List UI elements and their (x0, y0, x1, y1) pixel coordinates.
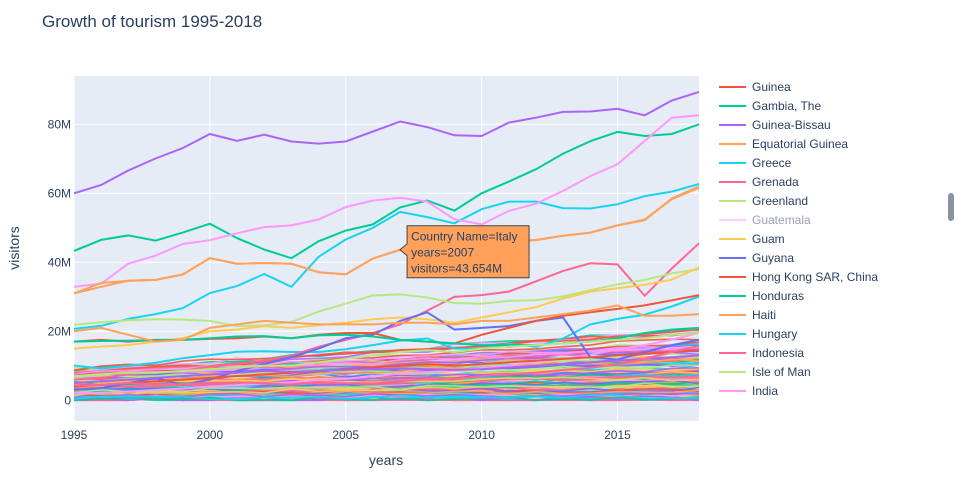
legend-item[interactable]: Greece (719, 156, 792, 170)
series-line-guinea-bissau[interactable] (73, 90, 700, 195)
legend-item[interactable]: Honduras (719, 289, 804, 303)
legend-label: Indonesia (752, 346, 804, 360)
legend-label: Guinea (752, 80, 791, 94)
legend-item[interactable]: India (719, 384, 778, 398)
legend-item[interactable]: Hong Kong SAR, China (719, 270, 878, 284)
legend-label: Hungary (752, 327, 797, 341)
legend-label: Greece (752, 156, 792, 170)
series-line-guam[interactable] (73, 266, 700, 350)
background-series-line (73, 338, 700, 376)
tooltip-box (399, 225, 530, 279)
legend-label: Guam (752, 232, 785, 246)
legend-label: Hong Kong SAR, China (752, 270, 878, 284)
hover-tooltip: Country Name=Italy years=2007 visitors=43.… (399, 225, 530, 279)
legend-item[interactable]: Guinea-Bissau (719, 118, 831, 132)
background-series-line (73, 389, 700, 397)
background-series-line (73, 396, 700, 402)
chart-title: Growth of tourism 1995-2018 (42, 12, 262, 31)
series-line-hungary[interactable] (73, 183, 700, 330)
legend-label: Equatorial Guinea (752, 137, 848, 151)
series-line-greece[interactable] (73, 295, 700, 370)
x-tick-label: 2000 (197, 428, 224, 442)
tooltip-line: Country Name=Italy (411, 230, 517, 244)
series-line-india[interactable] (73, 114, 700, 288)
y-tick-label: 60M (48, 186, 71, 200)
legend-label: Grenada (752, 175, 799, 189)
y-axis-ticks: 0 20M 40M 60M 80M (48, 117, 72, 407)
series-line-gambia-the[interactable] (73, 123, 700, 260)
x-axis-title: years (369, 452, 403, 468)
legend-item[interactable]: Grenada (719, 175, 799, 189)
legend-label: Guyana (752, 251, 794, 265)
legend-label: Isle of Man (752, 365, 811, 379)
x-tick-label: 2010 (468, 428, 495, 442)
series-line-italy[interactable] (73, 186, 700, 295)
x-tick-label: 1995 (61, 428, 88, 442)
background-series-line (73, 331, 700, 374)
tooltip-line: years=2007 (411, 246, 474, 260)
legend-item[interactable]: Indonesia (719, 346, 804, 360)
legend-item[interactable]: Greenland (719, 194, 808, 208)
legend-item[interactable]: Guyana (719, 251, 794, 265)
legend-item[interactable]: Guatemala (719, 213, 811, 227)
y-tick-label: 0 (64, 393, 71, 407)
tooltip-line: visitors=43.654M (411, 262, 502, 276)
legend-item[interactable]: Guam (719, 232, 785, 246)
x-tick-label: 2015 (604, 428, 631, 442)
series-line-croatia[interactable] (73, 354, 700, 385)
series-lines (73, 90, 700, 395)
legend-label: Guatemala (752, 213, 811, 227)
legend-item[interactable]: Hungary (719, 327, 797, 341)
legend-label: Guinea-Bissau (752, 118, 831, 132)
background-series-line (73, 394, 700, 401)
series-line-guinea[interactable] (73, 349, 700, 388)
legend-label: India (752, 384, 778, 398)
legend-label: Haiti (752, 308, 776, 322)
legend-item[interactable]: Isle of Man (719, 365, 811, 379)
y-axis-title: visitors (6, 226, 22, 270)
legend-label: Honduras (752, 289, 804, 303)
legend-item[interactable]: Gambia, The (719, 99, 821, 113)
background-series-line (73, 345, 700, 375)
legend-item[interactable]: Equatorial Guinea (719, 137, 848, 151)
legend[interactable]: Guinea Gambia, The Guinea-Bissau Equatorial… (719, 80, 878, 398)
series-line-guatemala[interactable] (73, 332, 700, 395)
x-axis-ticks: 1995 2000 2005 2010 2015 (61, 428, 631, 442)
series-line-greenland[interactable] (73, 268, 700, 328)
legend-scrollbar[interactable] (948, 193, 954, 221)
series-line-isle-of-man[interactable] (73, 332, 700, 378)
series-line-haiti[interactable] (73, 304, 700, 343)
legend-item[interactable]: Haiti (719, 308, 776, 322)
y-tick-label: 80M (48, 117, 71, 131)
background-series-line (73, 382, 700, 394)
legend-label: Gambia, The (752, 99, 821, 113)
x-tick-label: 2005 (332, 428, 359, 442)
legend-label: Greenland (752, 194, 808, 208)
y-tick-label: 40M (48, 255, 71, 269)
y-tick-label: 20M (48, 324, 71, 338)
series-line-indonesia[interactable] (73, 344, 700, 387)
legend-item[interactable]: Guinea (719, 80, 791, 94)
